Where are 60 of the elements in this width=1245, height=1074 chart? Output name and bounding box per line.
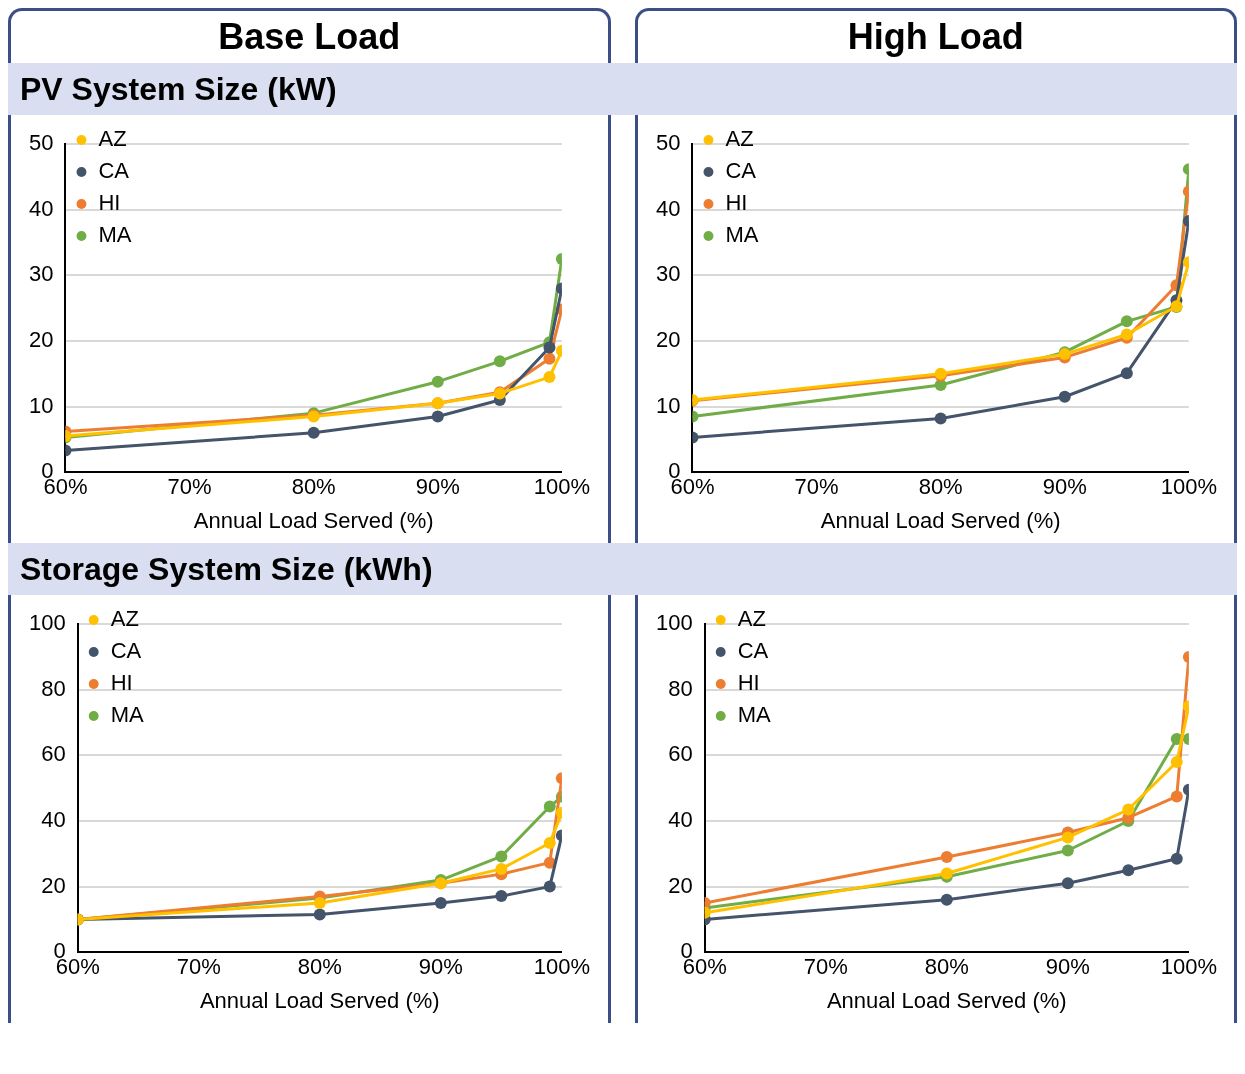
legend-label: AZ bbox=[724, 126, 754, 152]
x-tick-label: 70% bbox=[803, 954, 848, 980]
legend-label: HI bbox=[737, 670, 760, 696]
y-tick-label: 50 bbox=[655, 130, 680, 156]
legend-label: MA bbox=[724, 222, 759, 248]
y-tick-label: 40 bbox=[28, 195, 54, 221]
y-tick-label: 30 bbox=[28, 261, 54, 287]
x-tick-label: 90% bbox=[418, 954, 463, 980]
x-tick-label: 100% bbox=[1160, 954, 1217, 980]
legend-label: AZ bbox=[737, 606, 766, 632]
x-tick-label: 70% bbox=[794, 474, 839, 500]
chart-subtitle: Storage System Size (kWh) bbox=[8, 543, 1237, 595]
x-tick-label: 80% bbox=[924, 954, 969, 980]
y-tick-label: 40 bbox=[655, 195, 680, 221]
legend-label: CA bbox=[724, 158, 756, 184]
x-tick-label: 80% bbox=[918, 474, 963, 500]
legend-label: MA bbox=[110, 702, 145, 728]
y-tick-label: 80 bbox=[667, 675, 693, 701]
y-tick-label: 50 bbox=[28, 130, 54, 156]
y-tick-label: 10 bbox=[28, 392, 54, 418]
x-tick-label: 90% bbox=[1045, 954, 1090, 980]
y-tick-label: 100 bbox=[655, 610, 693, 636]
legend-label: CA bbox=[98, 158, 130, 184]
y-tick-label: 40 bbox=[41, 807, 66, 833]
x-axis-title: Annual Load Served (%) bbox=[820, 507, 1061, 533]
x-axis-title: Annual Load Served (%) bbox=[193, 507, 434, 533]
y-tick-label: 80 bbox=[41, 675, 66, 701]
y-tick-label: 20 bbox=[28, 327, 54, 353]
chart-title: Base Load bbox=[8, 8, 611, 63]
x-axis-title: Annual Load Served (%) bbox=[199, 987, 440, 1013]
legend-label: MA bbox=[98, 222, 132, 248]
y-tick-label: 60 bbox=[41, 741, 66, 767]
x-tick-label: 90% bbox=[415, 474, 460, 500]
legend-label: AZ bbox=[110, 606, 139, 632]
chart-title: High Load bbox=[634, 8, 1237, 63]
legend-label: CA bbox=[110, 638, 142, 664]
chart-subtitle: PV System Size (kW) bbox=[8, 63, 1237, 115]
legend-label: HI bbox=[110, 670, 133, 696]
x-tick-label: 90% bbox=[1042, 474, 1087, 500]
legend-label: CA bbox=[737, 638, 769, 664]
y-tick-label: 60 bbox=[667, 741, 693, 767]
x-tick-label: 100% bbox=[533, 474, 591, 500]
x-axis-title: Annual Load Served (%) bbox=[826, 987, 1067, 1013]
x-tick-label: 70% bbox=[176, 954, 221, 980]
y-tick-label: 20 bbox=[667, 872, 693, 898]
x-tick-label: 100% bbox=[1160, 474, 1217, 500]
x-tick-label: 80% bbox=[297, 954, 342, 980]
legend-label: AZ bbox=[98, 126, 127, 152]
y-tick-label: 100 bbox=[28, 610, 66, 636]
legend-label: HI bbox=[724, 190, 747, 216]
x-tick-label: 100% bbox=[533, 954, 591, 980]
y-tick-label: 20 bbox=[655, 327, 680, 353]
legend-label: HI bbox=[98, 190, 121, 216]
legend-label: MA bbox=[737, 702, 771, 728]
y-tick-label: 40 bbox=[667, 807, 693, 833]
x-tick-label: 70% bbox=[167, 474, 212, 500]
y-tick-label: 20 bbox=[41, 872, 66, 898]
x-tick-label: 80% bbox=[291, 474, 336, 500]
y-tick-label: 30 bbox=[655, 261, 680, 287]
y-tick-label: 10 bbox=[655, 392, 680, 418]
